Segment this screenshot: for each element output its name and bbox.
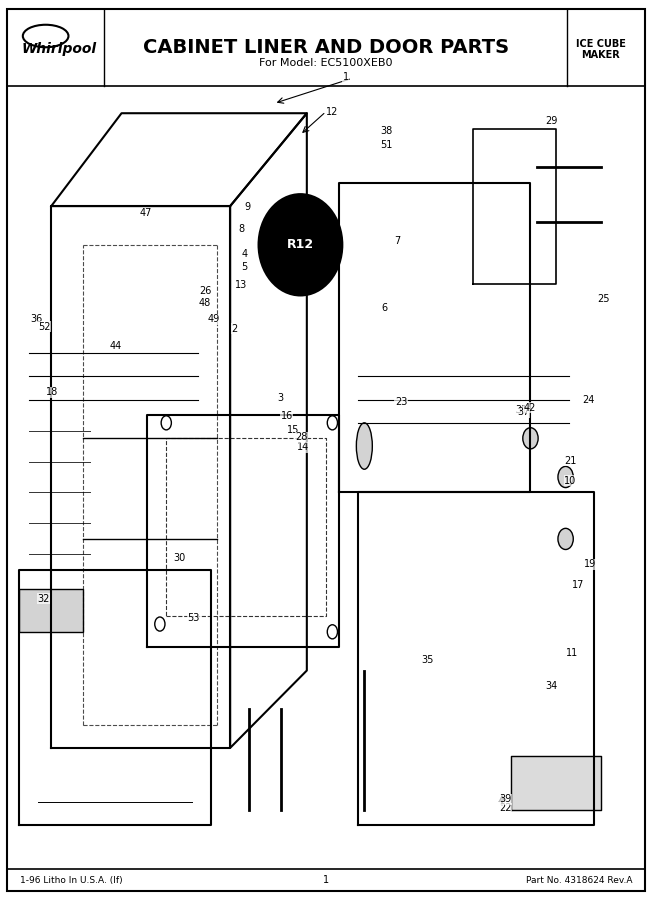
Text: 18: 18	[46, 387, 58, 398]
Text: 38: 38	[380, 126, 392, 137]
Circle shape	[523, 428, 538, 449]
Text: 24: 24	[583, 395, 595, 406]
Text: 32: 32	[38, 593, 50, 604]
Text: 36: 36	[31, 313, 42, 324]
Text: 6: 6	[381, 302, 388, 313]
Text: 26: 26	[200, 285, 211, 296]
Text: Whirlpool: Whirlpool	[21, 42, 96, 57]
Circle shape	[558, 528, 573, 550]
Text: 30: 30	[173, 553, 185, 563]
Text: For Model: EC5100XEB0: For Model: EC5100XEB0	[259, 58, 393, 68]
Text: 2: 2	[231, 323, 238, 334]
Text: 49: 49	[208, 314, 220, 325]
Text: 29: 29	[545, 115, 557, 126]
Text: 31: 31	[516, 405, 527, 416]
Text: ICE CUBE
MAKER: ICE CUBE MAKER	[576, 39, 626, 60]
Polygon shape	[511, 756, 600, 810]
Text: 19: 19	[584, 559, 596, 570]
Text: 7: 7	[394, 236, 401, 247]
Text: CABINET LINER AND DOOR PARTS: CABINET LINER AND DOOR PARTS	[143, 38, 509, 58]
Text: 13: 13	[235, 280, 247, 291]
Text: 4: 4	[241, 248, 248, 259]
Text: 1: 1	[342, 71, 349, 82]
Text: 17: 17	[572, 580, 584, 590]
Text: 52: 52	[38, 321, 51, 332]
Text: 35: 35	[421, 654, 433, 665]
Text: 15: 15	[288, 425, 299, 436]
Text: 39: 39	[499, 794, 511, 805]
Text: 28: 28	[295, 432, 307, 443]
Text: 1-96 Litho In U.S.A. (lf): 1-96 Litho In U.S.A. (lf)	[20, 876, 122, 885]
Text: 5: 5	[241, 262, 248, 273]
Text: 10: 10	[565, 475, 576, 486]
Circle shape	[327, 625, 338, 639]
Text: 21: 21	[565, 455, 576, 466]
Text: 53: 53	[188, 613, 200, 624]
Text: 34: 34	[545, 680, 557, 691]
Ellipse shape	[259, 194, 342, 295]
FancyBboxPatch shape	[20, 590, 83, 632]
Circle shape	[155, 617, 165, 631]
Text: 23: 23	[395, 397, 407, 408]
Circle shape	[558, 466, 573, 488]
Text: 37: 37	[518, 407, 529, 418]
Text: Part No. 4318624 Rev.A: Part No. 4318624 Rev.A	[526, 876, 632, 885]
Text: 47: 47	[140, 208, 152, 219]
Text: 16: 16	[281, 410, 293, 421]
Ellipse shape	[357, 423, 372, 469]
Text: 44: 44	[110, 340, 122, 351]
Text: 3: 3	[277, 392, 284, 403]
Circle shape	[161, 416, 171, 430]
Text: 42: 42	[524, 402, 536, 413]
Text: 25: 25	[597, 293, 610, 304]
Text: R12: R12	[287, 238, 314, 251]
Text: 9: 9	[244, 202, 251, 212]
Text: 48: 48	[199, 298, 211, 309]
Circle shape	[327, 416, 338, 430]
Text: 11: 11	[566, 647, 578, 658]
Text: 14: 14	[297, 442, 309, 453]
Text: 22: 22	[499, 803, 512, 814]
Text: 1: 1	[323, 875, 329, 886]
Text: 12: 12	[327, 106, 338, 117]
Text: 51: 51	[381, 140, 393, 150]
Text: 8: 8	[238, 224, 244, 235]
